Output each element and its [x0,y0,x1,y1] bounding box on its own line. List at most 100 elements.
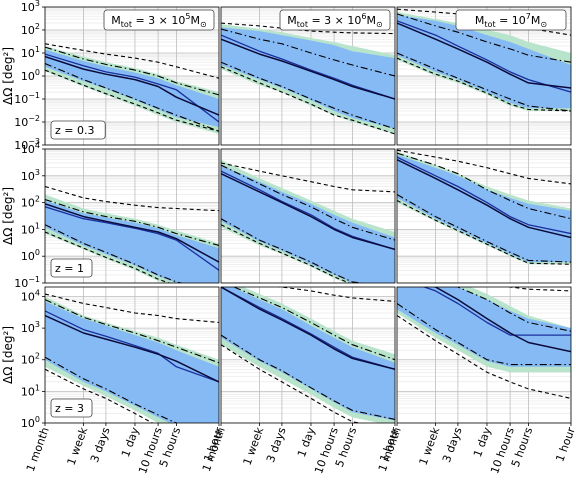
redshift-label: z = 0.3 [55,124,94,137]
y-tick-label: 10−1 [14,275,40,290]
x-tick-label: 1 day [471,425,494,459]
alt-median-line [45,310,219,383]
dashed-upper-line [45,293,219,324]
data-layer [45,185,219,283]
data-layer [397,149,571,265]
dashed-upper-line [221,162,395,193]
panel-frame [396,6,572,146]
y-tick-label: 100 [21,68,40,83]
y-tick-label: 102 [21,22,40,37]
dashdot-lower-line [221,61,395,130]
dashdot-upper-line [221,164,395,241]
redshift-label-box [50,258,93,278]
dashed-lower-line [45,368,154,423]
y-tick-label: 10−3 [14,137,40,152]
median-line [221,38,395,100]
panel-0-2: Mtot = 107M⊙ [396,6,572,146]
data-layer [221,159,395,283]
y-tick-label: 101 [21,221,40,236]
alt-median-line [397,156,571,235]
dashed-lower-line [221,66,395,135]
x-tick-label: 1 day [295,425,318,459]
blue-band [45,301,219,423]
dashdot-lower-line [45,224,184,283]
y-tick-label: 10−1 [14,91,40,106]
y-axis-label: ΔΩ [deg²] [1,326,15,384]
mass-title-box [103,9,215,31]
y-tick-label: 102 [21,352,40,367]
panel-frame [396,286,572,424]
median-line [221,173,395,251]
y-tick-label: 10−2 [14,114,40,129]
dashdot-lower-line [397,303,571,366]
panel-frame [44,286,220,424]
y-tick-label: 100 [21,248,40,263]
y-tick-label: 103 [21,0,40,14]
dashed-lower-line [221,344,362,423]
panel-frame [44,148,220,284]
y-axis-label: ΔΩ [deg²] [1,187,15,245]
dashed-upper-line [221,22,395,35]
dashdot-lower-line [221,334,395,420]
dashdot-upper-line [232,287,395,361]
dashed-upper-line [45,43,219,79]
x-tick-label: 3 days [264,425,289,464]
dashed-lower-line [45,69,219,132]
panel-frame [220,286,396,424]
panel-2-0: 100 101 102 103 104 ΔΩ [deg²] z = 31 month 1 we… [1,286,226,476]
x-tick-label: 1 week [241,425,267,467]
mass-title: Mtot = 3 × 105M⊙ [111,12,206,29]
panel-frame [396,148,572,284]
mass-title-box [455,9,567,31]
panel-1-1 [220,148,396,284]
y-tick-label: 103 [21,320,40,335]
dashed-upper-line [277,287,395,302]
x-tick-label: 1 week [417,425,443,467]
median-line [45,314,219,383]
data-layer [45,293,219,423]
y-tick-label: 100 [21,415,40,430]
dashdot-upper-line [456,287,571,332]
median-line [397,159,571,239]
dashed-lower-line [397,57,571,112]
alt-median-line [221,287,395,370]
dashed-upper-line [45,185,219,212]
alt-median-line [422,287,571,336]
panel-1-2 [396,148,572,284]
median-line [397,22,571,89]
dashdot-lower-line [397,194,571,263]
alt-median-line [397,20,571,93]
dashdot-lower-line [45,356,179,423]
dashdot-upper-line [45,198,219,247]
data-layer [397,8,571,112]
median-line [45,55,219,116]
y-tick-label: 104 [21,288,40,303]
y-tick-label: 102 [21,195,40,210]
mass-title: Mtot = 107M⊙ [475,12,547,29]
y-tick-label: 103 [21,168,40,183]
mass-title: Mtot = 3 × 106M⊙ [287,12,382,29]
dashdot-lower-line [397,52,571,112]
y-tick-label: 101 [21,45,40,60]
x-tick-label: 1 hour [553,425,576,463]
dashdot-lower-line [45,62,219,132]
data-layer [221,22,395,135]
panel-0-1: Mtot = 3 × 106M⊙ [220,6,396,146]
data-layer [45,43,219,134]
panel-frame [220,6,396,146]
x-tick-label: 1 month [24,426,52,474]
redshift-label-box [50,120,106,140]
panel-1-0: 10−1 100 101 102 103 104 ΔΩ [deg²] z = 1 [1,141,220,290]
y-axis-label: ΔΩ [deg²] [1,47,15,105]
y-tick-label: 104 [21,141,40,156]
dashed-lower-line [397,200,571,265]
dashed-lower-line [397,315,571,399]
dashdot-upper-line [397,152,571,220]
x-tick-label: 1 day [119,425,142,459]
blue-band [397,287,571,367]
dashdot-upper-line [221,28,395,77]
mass-title-box [279,9,391,31]
